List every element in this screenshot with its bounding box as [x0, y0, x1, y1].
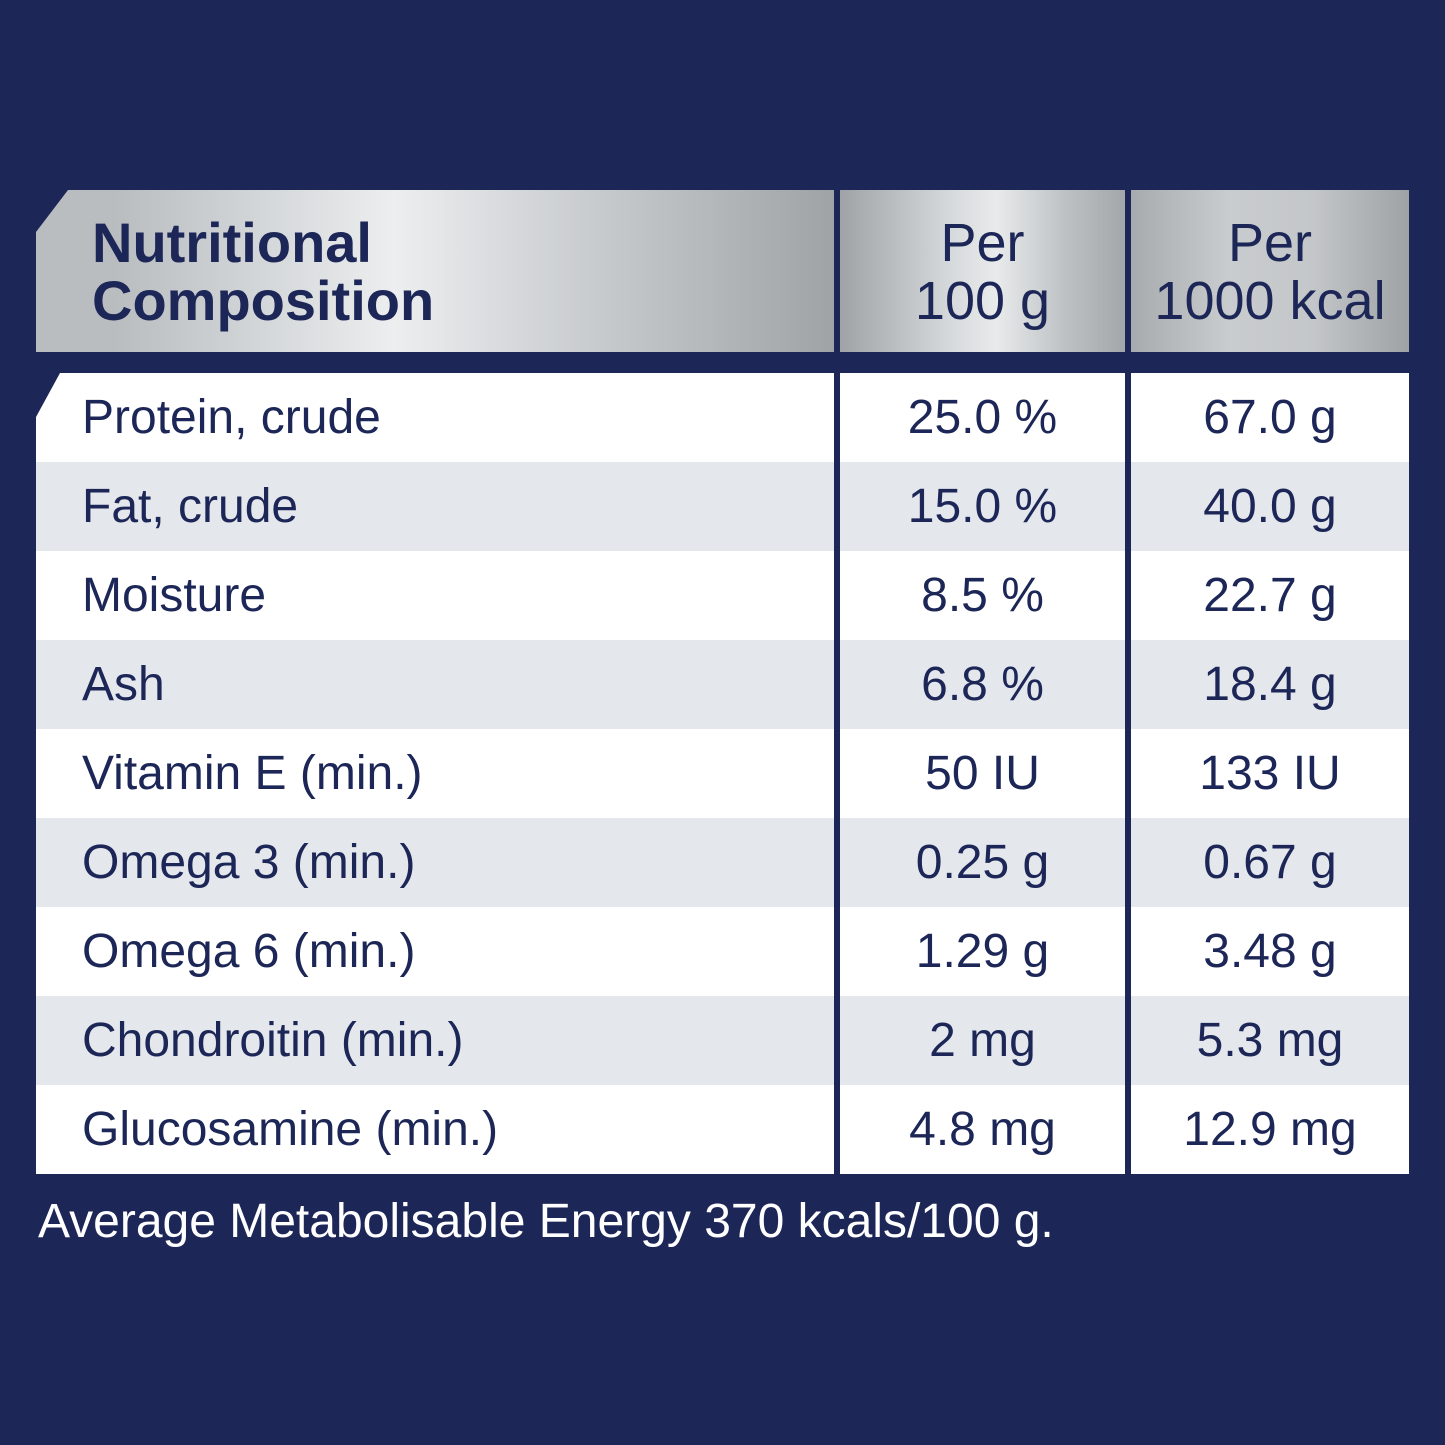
value-per-100g: 15.0 % — [840, 462, 1125, 551]
value-per-1000kcal: 0.67 g — [1131, 818, 1409, 907]
table-header: Nutritional Composition Per 100 g Per 10… — [36, 190, 1409, 352]
table-row: Fat, crude 15.0 % 40.0 g — [36, 462, 1409, 551]
table-title: Nutritional Composition — [92, 211, 435, 332]
value-per-100g: 25.0 % — [840, 373, 1125, 462]
nutrient-name: Protein, crude — [36, 373, 834, 462]
nutrient-name: Ash — [36, 640, 834, 729]
value-per-100g: 50 IU — [840, 729, 1125, 818]
nutrient-name: Chondroitin (min.) — [36, 996, 834, 1085]
energy-footnote: Average Metabolisable Energy 370 kcals/1… — [38, 1195, 1054, 1248]
header-per-1000kcal-cell: Per 1000 kcal — [1131, 190, 1409, 352]
nutrient-name: Fat, crude — [36, 462, 834, 551]
value-per-100g: 0.25 g — [840, 818, 1125, 907]
nutrient-name: Moisture — [36, 551, 834, 640]
nutrient-name: Vitamin E (min.) — [36, 729, 834, 818]
value-per-100g: 1.29 g — [840, 907, 1125, 996]
nutrient-name: Omega 6 (min.) — [36, 907, 834, 996]
value-per-1000kcal: 5.3 mg — [1131, 996, 1409, 1085]
value-per-100g: 2 mg — [840, 996, 1125, 1085]
value-per-1000kcal: 18.4 g — [1131, 640, 1409, 729]
table-row: Omega 6 (min.) 1.29 g 3.48 g — [36, 907, 1409, 996]
value-per-100g: 4.8 mg — [840, 1085, 1125, 1174]
table-row: Glucosamine (min.) 4.8 mg 12.9 mg — [36, 1085, 1409, 1174]
value-per-1000kcal: 133 IU — [1131, 729, 1409, 818]
value-per-1000kcal: 22.7 g — [1131, 551, 1409, 640]
value-per-1000kcal: 67.0 g — [1131, 373, 1409, 462]
table-row: Vitamin E (min.) 50 IU 133 IU — [36, 729, 1409, 818]
table-row: Protein, crude 25.0 % 67.0 g — [36, 373, 1409, 462]
value-per-1000kcal: 12.9 mg — [1131, 1085, 1409, 1174]
nutrition-table: Nutritional Composition Per 100 g Per 10… — [36, 190, 1409, 1174]
column-header-per-1000kcal: Per 1000 kcal — [1154, 213, 1386, 331]
value-per-1000kcal: 40.0 g — [1131, 462, 1409, 551]
header-per-100g-cell: Per 100 g — [840, 190, 1125, 352]
table-row: Chondroitin (min.) 2 mg 5.3 mg — [36, 996, 1409, 1085]
nutrient-name: Omega 3 (min.) — [36, 818, 834, 907]
table-row: Omega 3 (min.) 0.25 g 0.67 g — [36, 818, 1409, 907]
value-per-100g: 6.8 % — [840, 640, 1125, 729]
table-row: Moisture 8.5 % 22.7 g — [36, 551, 1409, 640]
column-header-per-100g: Per 100 g — [914, 213, 1051, 331]
nutrient-name: Glucosamine (min.) — [36, 1085, 834, 1174]
value-per-1000kcal: 3.48 g — [1131, 907, 1409, 996]
header-name-cell: Nutritional Composition — [36, 190, 834, 352]
value-per-100g: 8.5 % — [840, 551, 1125, 640]
table-body: Protein, crude 25.0 % 67.0 g Fat, crude … — [36, 373, 1409, 1174]
table-row: Ash 6.8 % 18.4 g — [36, 640, 1409, 729]
